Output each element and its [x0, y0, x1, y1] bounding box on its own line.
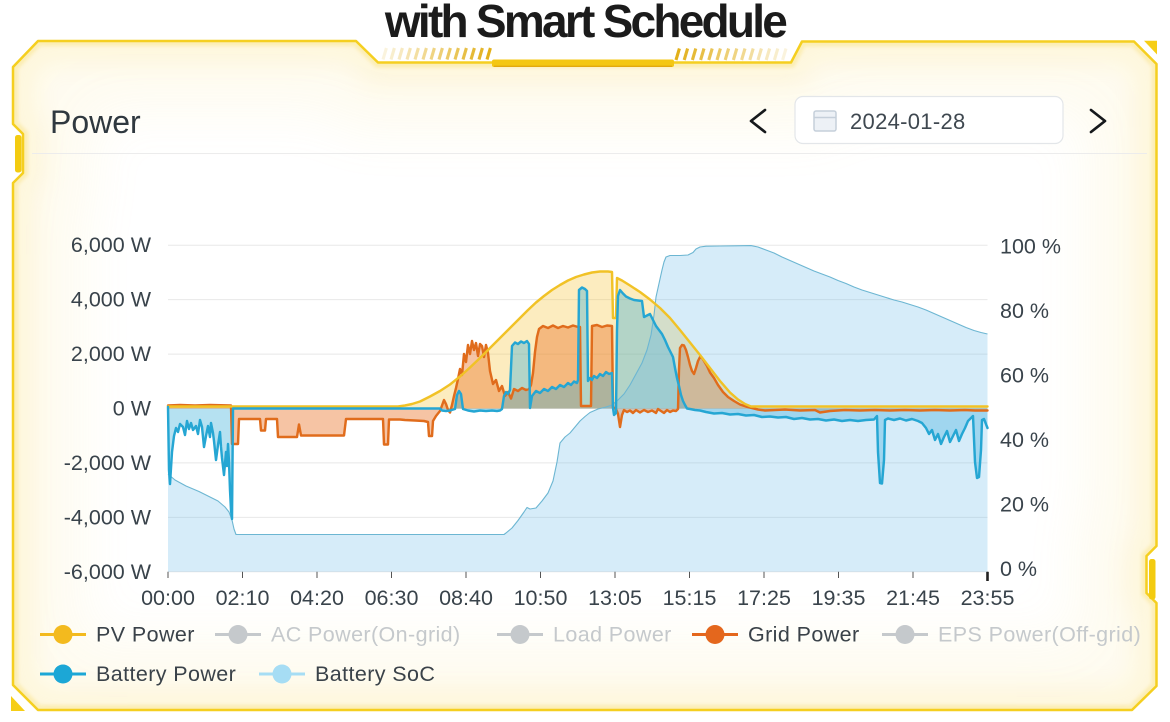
svg-text:-2,000 W: -2,000 W: [64, 451, 152, 475]
svg-text:21:45: 21:45: [886, 586, 940, 610]
svg-text:4,000 W: 4,000 W: [71, 288, 152, 312]
svg-text:Grid Power: Grid Power: [748, 623, 860, 647]
svg-text:04:20: 04:20: [290, 586, 344, 610]
svg-text:Power: Power: [50, 104, 141, 140]
svg-text:Battery SoC: Battery SoC: [315, 662, 435, 686]
svg-text:PV Power: PV Power: [96, 623, 195, 647]
svg-text:20 %: 20 %: [1000, 493, 1049, 517]
svg-text:AC Power(On-grid): AC Power(On-grid): [271, 623, 461, 647]
svg-text:0 W: 0 W: [113, 397, 152, 421]
svg-text:EPS Power(Off-grid): EPS Power(Off-grid): [938, 623, 1141, 647]
svg-text:06:30: 06:30: [365, 586, 419, 610]
svg-text:60 %: 60 %: [1000, 364, 1049, 388]
svg-text:6,000 W: 6,000 W: [71, 233, 152, 257]
svg-text:17:25: 17:25: [737, 586, 791, 610]
svg-text:10:50: 10:50: [514, 586, 568, 610]
svg-text:-6,000 W: -6,000 W: [64, 560, 152, 584]
svg-text:19:35: 19:35: [812, 586, 866, 610]
svg-text:00:00: 00:00: [141, 586, 195, 610]
svg-text:23:55: 23:55: [961, 586, 1015, 610]
svg-text:80 %: 80 %: [1000, 299, 1049, 323]
svg-text:02:10: 02:10: [216, 586, 270, 610]
svg-text:15:15: 15:15: [663, 586, 717, 610]
svg-text:40 %: 40 %: [1000, 428, 1049, 452]
svg-text:Load Power: Load Power: [553, 623, 672, 647]
svg-text:08:40: 08:40: [439, 586, 493, 610]
svg-text:-4,000 W: -4,000 W: [64, 505, 152, 529]
svg-text:2024-01-28: 2024-01-28: [850, 109, 966, 134]
svg-text:13:05: 13:05: [588, 586, 642, 610]
svg-text:0 %: 0 %: [1000, 557, 1037, 581]
svg-text:100 %: 100 %: [1000, 235, 1061, 259]
svg-text:2,000 W: 2,000 W: [71, 342, 152, 366]
svg-text:Battery Power: Battery Power: [96, 662, 236, 686]
